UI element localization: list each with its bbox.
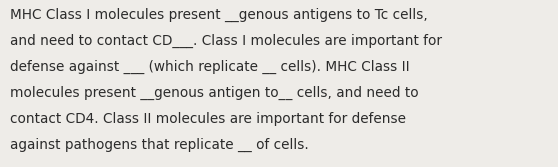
Text: contact CD4. Class II molecules are important for defense: contact CD4. Class II molecules are impo… — [10, 112, 406, 126]
Text: against pathogens that replicate __ of cells.: against pathogens that replicate __ of c… — [10, 138, 309, 152]
Text: defense against ___ (which replicate __ cells). MHC Class II: defense against ___ (which replicate __ … — [10, 60, 410, 74]
Text: and need to contact CD___. Class I molecules are important for: and need to contact CD___. Class I molec… — [10, 34, 442, 48]
Text: MHC Class I molecules present __genous antigens to Tc cells,: MHC Class I molecules present __genous a… — [10, 8, 428, 23]
Text: molecules present __genous antigen to__ cells, and need to: molecules present __genous antigen to__ … — [10, 86, 418, 100]
